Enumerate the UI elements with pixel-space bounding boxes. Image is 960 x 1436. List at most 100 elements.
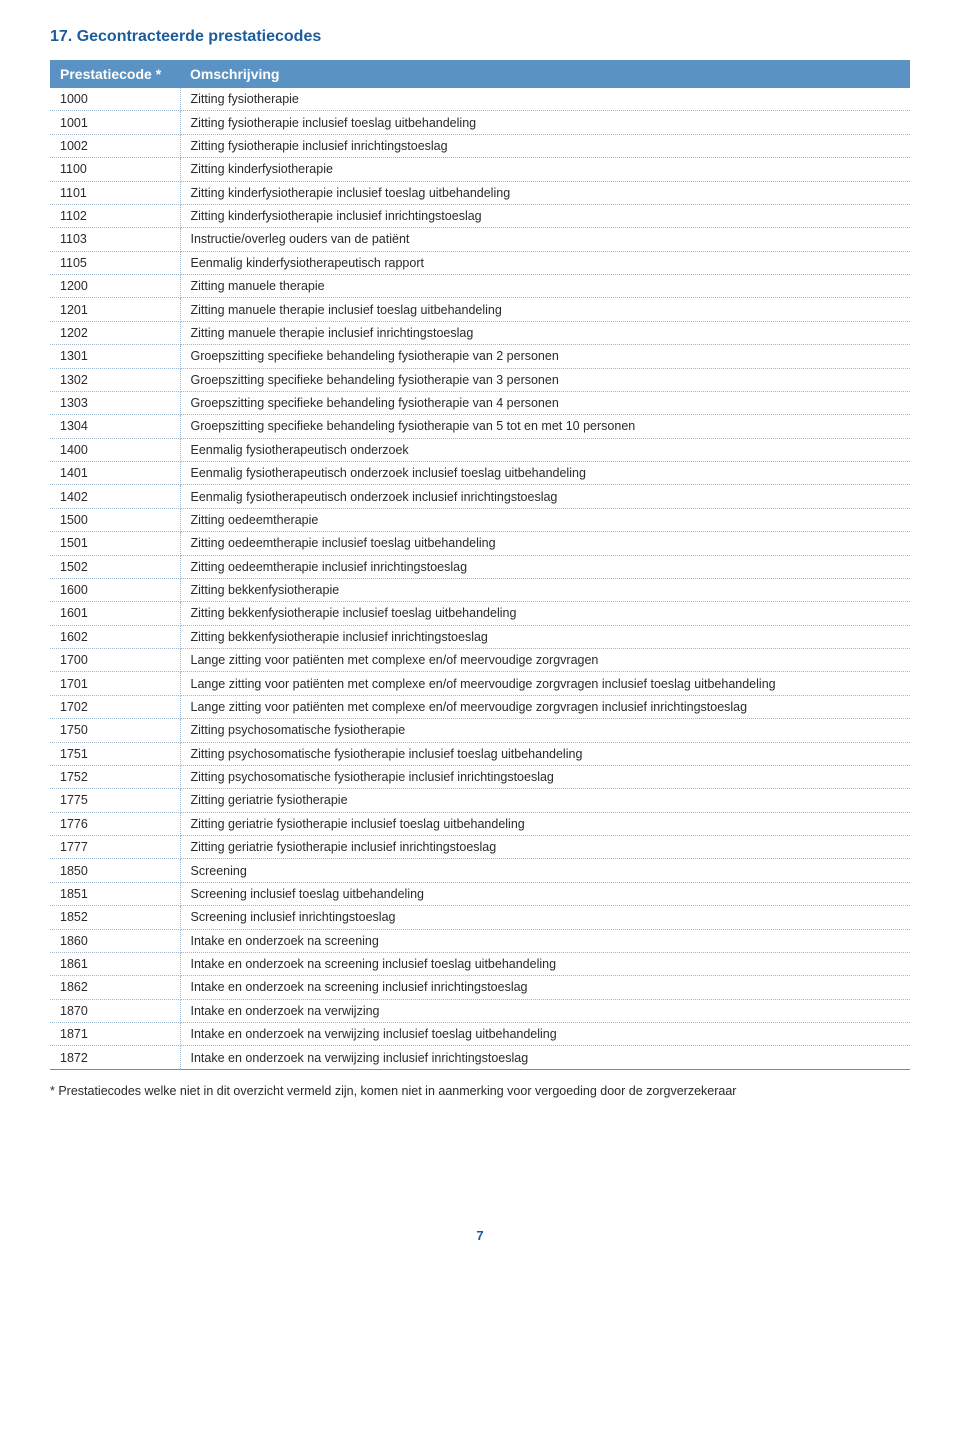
cell-code: 1102: [50, 204, 180, 227]
cell-description: Zitting oedeemtherapie inclusief inricht…: [180, 555, 910, 578]
table-row: 1750Zitting psychosomatische fysiotherap…: [50, 719, 910, 742]
cell-description: Zitting kinderfysiotherapie: [180, 158, 910, 181]
cell-description: Intake en onderzoek na screening inclusi…: [180, 952, 910, 975]
table-row: 1402Eenmalig fysiotherapeutisch onderzoe…: [50, 485, 910, 508]
cell-description: Lange zitting voor patiënten met complex…: [180, 649, 910, 672]
cell-description: Zitting bekkenfysiotherapie inclusief in…: [180, 625, 910, 648]
cell-description: Groepszitting specifieke behandeling fys…: [180, 345, 910, 368]
cell-code: 1776: [50, 812, 180, 835]
cell-code: 1851: [50, 882, 180, 905]
codes-table: Prestatiecode * Omschrijving 1000Zitting…: [50, 60, 910, 1070]
table-row: 1102Zitting kinderfysiotherapie inclusie…: [50, 204, 910, 227]
cell-code: 1852: [50, 906, 180, 929]
cell-description: Zitting psychosomatische fysiotherapie i…: [180, 742, 910, 765]
cell-description: Screening inclusief inrichtingstoeslag: [180, 906, 910, 929]
table-row: 1202Zitting manuele therapie inclusief i…: [50, 321, 910, 344]
column-header-code: Prestatiecode *: [50, 60, 180, 88]
cell-description: Groepszitting specifieke behandeling fys…: [180, 415, 910, 438]
cell-description: Intake en onderzoek na verwijzing: [180, 999, 910, 1022]
table-row: 1002Zitting fysiotherapie inclusief inri…: [50, 134, 910, 157]
cell-code: 1401: [50, 462, 180, 485]
table-row: 1602Zitting bekkenfysiotherapie inclusie…: [50, 625, 910, 648]
cell-description: Eenmalig fysiotherapeutisch onderzoek in…: [180, 462, 910, 485]
cell-code: 1000: [50, 88, 180, 111]
cell-description: Eenmalig kinderfysiotherapeutisch rappor…: [180, 251, 910, 274]
table-row: 1201Zitting manuele therapie inclusief t…: [50, 298, 910, 321]
cell-code: 1872: [50, 1046, 180, 1069]
cell-code: 1777: [50, 836, 180, 859]
cell-description: Eenmalig fysiotherapeutisch onderzoek in…: [180, 485, 910, 508]
table-row: 1200Zitting manuele therapie: [50, 275, 910, 298]
cell-code: 1002: [50, 134, 180, 157]
table-row: 1301Groepszitting specifieke behandeling…: [50, 345, 910, 368]
cell-description: Zitting kinderfysiotherapie inclusief to…: [180, 181, 910, 204]
cell-code: 1702: [50, 695, 180, 718]
table-row: 1101Zitting kinderfysiotherapie inclusie…: [50, 181, 910, 204]
cell-code: 1750: [50, 719, 180, 742]
table-row: 1500Zitting oedeemtherapie: [50, 508, 910, 531]
cell-code: 1502: [50, 555, 180, 578]
cell-description: Groepszitting specifieke behandeling fys…: [180, 391, 910, 414]
cell-code: 1302: [50, 368, 180, 391]
table-row: 1401Eenmalig fysiotherapeutisch onderzoe…: [50, 462, 910, 485]
cell-code: 1202: [50, 321, 180, 344]
table-row: 1870Intake en onderzoek na verwijzing: [50, 999, 910, 1022]
cell-description: Zitting fysiotherapie inclusief inrichti…: [180, 134, 910, 157]
column-header-description: Omschrijving: [180, 60, 910, 88]
cell-description: Screening: [180, 859, 910, 882]
cell-description: Zitting geriatrie fysiotherapie: [180, 789, 910, 812]
table-row: 1302Groepszitting specifieke behandeling…: [50, 368, 910, 391]
table-row: 1862Intake en onderzoek na screening inc…: [50, 976, 910, 999]
cell-code: 1303: [50, 391, 180, 414]
cell-description: Zitting oedeemtherapie inclusief toeslag…: [180, 532, 910, 555]
cell-code: 1001: [50, 111, 180, 134]
cell-description: Zitting kinderfysiotherapie inclusief in…: [180, 204, 910, 227]
cell-code: 1752: [50, 765, 180, 788]
cell-code: 1861: [50, 952, 180, 975]
cell-description: Eenmalig fysiotherapeutisch onderzoek: [180, 438, 910, 461]
cell-code: 1850: [50, 859, 180, 882]
table-row: 1702Lange zitting voor patiënten met com…: [50, 695, 910, 718]
cell-code: 1601: [50, 602, 180, 625]
cell-code: 1871: [50, 1023, 180, 1046]
cell-description: Intake en onderzoek na screening: [180, 929, 910, 952]
table-row: 1775Zitting geriatrie fysiotherapie: [50, 789, 910, 812]
table-row: 1850Screening: [50, 859, 910, 882]
table-row: 1861Intake en onderzoek na screening inc…: [50, 952, 910, 975]
cell-description: Zitting manuele therapie inclusief toesl…: [180, 298, 910, 321]
table-row: 1303Groepszitting specifieke behandeling…: [50, 391, 910, 414]
cell-code: 1301: [50, 345, 180, 368]
table-row: 1103Instructie/overleg ouders van de pat…: [50, 228, 910, 251]
table-row: 1860Intake en onderzoek na screening: [50, 929, 910, 952]
table-row: 1751Zitting psychosomatische fysiotherap…: [50, 742, 910, 765]
cell-description: Instructie/overleg ouders van de patiënt: [180, 228, 910, 251]
page-number: 7: [50, 1228, 910, 1243]
cell-code: 1400: [50, 438, 180, 461]
cell-description: Intake en onderzoek na screening inclusi…: [180, 976, 910, 999]
cell-description: Zitting fysiotherapie inclusief toeslag …: [180, 111, 910, 134]
table-row: 1752Zitting psychosomatische fysiotherap…: [50, 765, 910, 788]
table-row: 1851Screening inclusief toeslag uitbehan…: [50, 882, 910, 905]
table-row: 1105Eenmalig kinderfysiotherapeutisch ra…: [50, 251, 910, 274]
cell-code: 1101: [50, 181, 180, 204]
cell-code: 1105: [50, 251, 180, 274]
cell-code: 1870: [50, 999, 180, 1022]
cell-description: Lange zitting voor patiënten met complex…: [180, 672, 910, 695]
cell-code: 1602: [50, 625, 180, 648]
table-row: 1871Intake en onderzoek na verwijzing in…: [50, 1023, 910, 1046]
table-row: 1872Intake en onderzoek na verwijzing in…: [50, 1046, 910, 1069]
table-row: 1304Groepszitting specifieke behandeling…: [50, 415, 910, 438]
cell-code: 1103: [50, 228, 180, 251]
table-row: 1777Zitting geriatrie fysiotherapie incl…: [50, 836, 910, 859]
cell-code: 1501: [50, 532, 180, 555]
cell-description: Zitting bekkenfysiotherapie: [180, 578, 910, 601]
cell-description: Zitting manuele therapie inclusief inric…: [180, 321, 910, 344]
cell-description: Zitting fysiotherapie: [180, 88, 910, 111]
cell-description: Zitting manuele therapie: [180, 275, 910, 298]
footnote: * Prestatiecodes welke niet in dit overz…: [50, 1084, 910, 1098]
cell-code: 1200: [50, 275, 180, 298]
table-row: 1502Zitting oedeemtherapie inclusief inr…: [50, 555, 910, 578]
cell-code: 1700: [50, 649, 180, 672]
cell-description: Zitting oedeemtherapie: [180, 508, 910, 531]
cell-code: 1600: [50, 578, 180, 601]
